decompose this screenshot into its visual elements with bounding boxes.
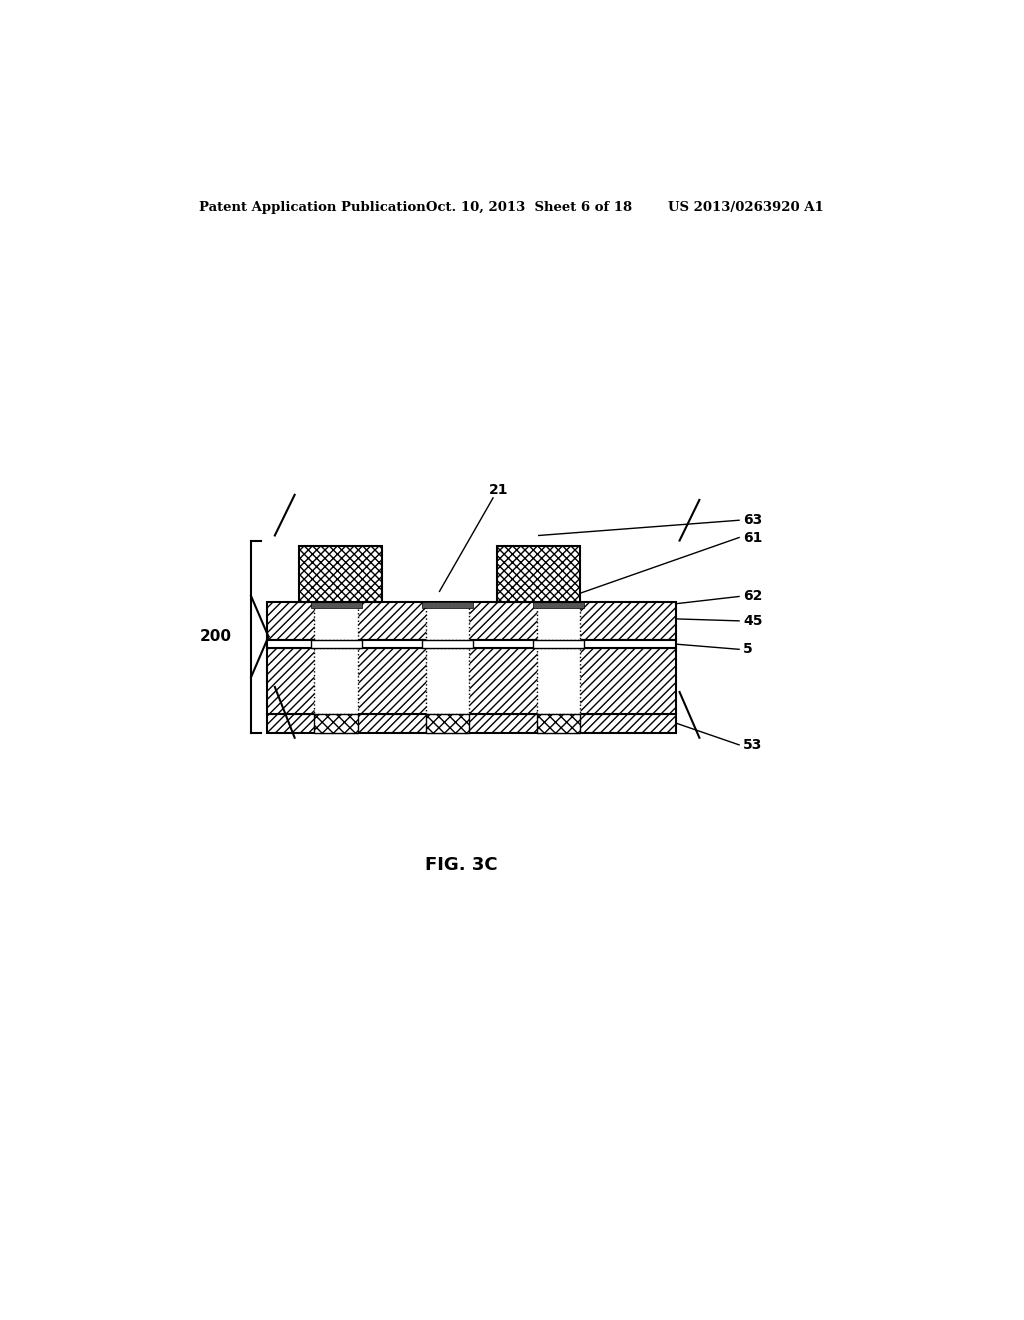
Bar — [267, 714, 676, 733]
Text: 63: 63 — [743, 513, 762, 527]
Bar — [422, 640, 473, 648]
Text: 21: 21 — [489, 483, 509, 496]
Bar — [267, 602, 676, 640]
Bar — [497, 545, 581, 602]
Text: 200: 200 — [200, 630, 231, 644]
Bar — [299, 545, 382, 602]
Bar — [426, 648, 469, 714]
Text: 53: 53 — [743, 738, 763, 752]
Bar — [422, 602, 473, 607]
Bar — [267, 714, 676, 733]
Text: Patent Application Publication: Patent Application Publication — [200, 201, 426, 214]
Bar — [314, 602, 358, 640]
Bar — [537, 648, 581, 714]
Bar — [532, 602, 585, 607]
Text: 61: 61 — [743, 531, 763, 545]
Bar — [537, 602, 581, 640]
Bar — [267, 648, 676, 714]
Bar — [267, 640, 676, 648]
Bar — [426, 602, 469, 640]
Bar — [310, 602, 362, 607]
Bar — [497, 545, 581, 602]
Bar — [314, 714, 358, 733]
Bar — [314, 714, 358, 733]
Text: Oct. 10, 2013  Sheet 6 of 18: Oct. 10, 2013 Sheet 6 of 18 — [426, 201, 632, 214]
Bar — [532, 640, 585, 648]
Bar — [267, 648, 676, 714]
Bar — [310, 640, 362, 648]
Bar — [426, 714, 469, 733]
Text: FIG. 3C: FIG. 3C — [425, 855, 498, 874]
Text: 5: 5 — [743, 643, 753, 656]
Bar — [299, 545, 382, 602]
Text: US 2013/0263920 A1: US 2013/0263920 A1 — [668, 201, 823, 214]
Text: 45: 45 — [743, 614, 763, 628]
Bar — [537, 714, 581, 733]
Bar — [267, 602, 676, 640]
Bar — [426, 714, 469, 733]
Text: 62: 62 — [743, 590, 763, 603]
Bar — [314, 648, 358, 714]
Bar — [537, 714, 581, 733]
